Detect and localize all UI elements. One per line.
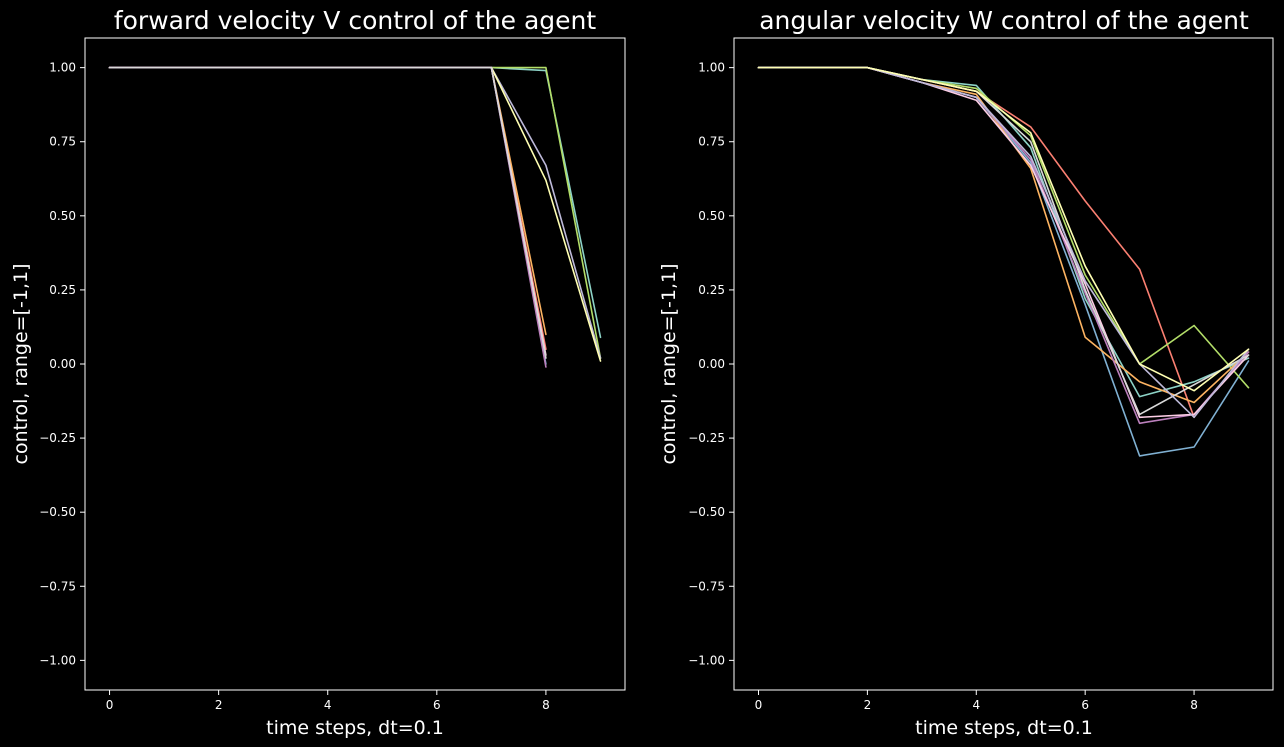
chart-title: angular velocity W control of the agent [759, 6, 1249, 35]
y-tick-label: −0.50 [39, 505, 76, 519]
y-tick-label: 0.00 [49, 357, 76, 371]
x-tick-label: 0 [755, 698, 763, 712]
series-group [757, 66, 1250, 457]
plot-area [84, 37, 626, 691]
y-tick-label: −0.75 [39, 579, 76, 593]
series-group [108, 66, 602, 368]
y-tick-label: −1.00 [39, 653, 76, 667]
y-tick-label: −0.75 [688, 579, 725, 593]
y-tick-label: 0.25 [698, 283, 725, 297]
chart-title: forward velocity V control of the agent [114, 6, 597, 35]
y-tick-label: 1.00 [49, 61, 76, 75]
x-axis-label: time steps, dt=0.1 [915, 717, 1093, 739]
x-tick-label: 2 [215, 698, 223, 712]
x-tick-label: 8 [542, 698, 550, 712]
x-tick-label: 0 [106, 698, 114, 712]
x-tick-label: 4 [324, 698, 332, 712]
y-tick-label: 1.00 [698, 61, 725, 75]
series-line-10 [108, 66, 547, 359]
y-tick-label: 0.00 [698, 357, 725, 371]
x-tick-label: 4 [972, 698, 980, 712]
y-tick-label: 0.75 [698, 135, 725, 149]
x-tick-label: 6 [1081, 698, 1089, 712]
y-tick-label: 0.50 [698, 209, 725, 223]
x-tick-label: 8 [1190, 698, 1198, 712]
y-tick-label: −0.25 [688, 431, 725, 445]
series-line-10 [757, 66, 1250, 392]
chart-angular-velocity: angular velocity W control of the agent … [658, 6, 1274, 739]
y-tick-label: 0.25 [49, 283, 76, 297]
y-tick-label: −0.25 [39, 431, 76, 445]
y-axis-label: control, range=[-1,1] [10, 263, 32, 464]
y-tick-label: 0.50 [49, 209, 76, 223]
x-axis-label: time steps, dt=0.1 [266, 717, 444, 739]
y-axis-label: control, range=[-1,1] [658, 263, 680, 464]
chart-forward-velocity: forward velocity V control of the agent … [10, 6, 626, 739]
plot-area [733, 37, 1274, 691]
x-tick-label: 2 [864, 698, 872, 712]
y-tick-label: −0.50 [688, 505, 725, 519]
y-tick-label: −1.00 [688, 653, 725, 667]
y-tick-label: 0.75 [49, 135, 76, 149]
x-tick-label: 6 [433, 698, 441, 712]
